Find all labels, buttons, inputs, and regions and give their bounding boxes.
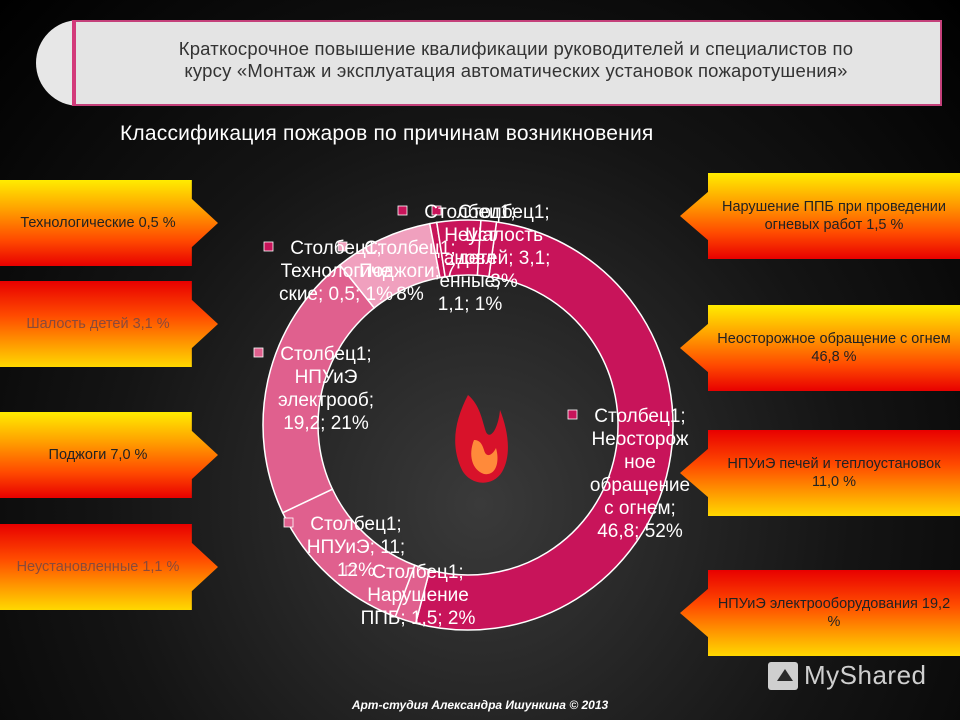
brand-name: MyShared [804, 660, 927, 690]
right-tag-label: НПУиЭ электрооборудования 19,2 % [717, 596, 951, 630]
legend-key-8 [397, 205, 408, 216]
legend-key-4 [253, 347, 264, 358]
legend-key-2 [345, 565, 356, 576]
slide-subtitle: Классификация пожаров по причинам возник… [120, 122, 654, 145]
right-tag-electrical: НПУиЭ электрооборудования 19,2 % [680, 570, 960, 656]
data-label-4: Столбец1; НПУиЭ электрооб; 19,2; 21% [278, 344, 374, 434]
header-line-2: курсу «Монтаж и эксплуатация автоматичес… [184, 60, 848, 81]
brand-logo: MyShared [768, 660, 927, 691]
data-label-7: Столбец1; Шалость детей; 3,1; 3% [458, 202, 551, 292]
legend-key-1 [567, 409, 578, 420]
right-tag-label: Неосторожное обращение с огнем 46,8 % [717, 331, 951, 365]
left-tag-children: Шалость детей 3,1 % [0, 281, 218, 367]
data-label-3: Столбец1; НПУиЭ; 11; 12% [307, 514, 405, 581]
right-tag-label: НПУиЭ печей и теплоустановок 11,0 % [727, 456, 941, 490]
data-label-6: Столбец1; Технологиче ские; 0,5; 1% [279, 238, 393, 305]
left-tag-technological: Технологические 0,5 % [0, 180, 218, 266]
header-panel [76, 20, 942, 106]
header-accent-bar [72, 20, 76, 106]
left-tag-label: Шалость детей 3,1 % [26, 316, 170, 332]
right-tag-furnaces: НПУиЭ печей и теплоустановок 11,0 % [680, 430, 960, 516]
slice-8 [476, 219, 498, 278]
header-title: Краткосрочное повышение квалификации рук… [96, 38, 936, 82]
left-tag-arson: Поджоги 7,0 % [0, 412, 218, 498]
header-banner: Краткосрочное повышение квалификации рук… [36, 20, 942, 106]
header-line-1: Краткосрочное повышение квалификации рук… [178, 38, 854, 59]
chart-slices [262, 219, 674, 631]
slice-1 [414, 221, 674, 631]
left-tag-label: Технологические 0,5 % [20, 215, 176, 231]
footer-credit: Арт-студия Александра Ишункина © 2013 [351, 698, 609, 712]
data-label-1: Столбец1; Неосторож ное обращение с огнем; 46… [590, 406, 690, 542]
legend-key-6 [263, 241, 274, 252]
legend-key-7 [431, 205, 442, 216]
right-tag-label: Нарушение ППБ при проведении огневых раб… [721, 199, 946, 233]
data-label-8: Столбец1; Неуст ановл енные; 1,1; 1% [424, 202, 515, 315]
right-tag-fire-works: Нарушение ППБ при проведении огневых раб… [680, 173, 960, 259]
legend-key-3 [283, 517, 294, 528]
left-tag-label: Поджоги 7,0 % [48, 447, 148, 463]
flame-icon [455, 395, 508, 483]
chart-labels: Столбец1; Неосторож ное обращение с огнем; 46… [253, 202, 690, 629]
legend-key-5 [337, 241, 348, 252]
myshared-logo-icon [768, 661, 798, 690]
right-tag-careless: Неосторожное обращение с огнем 46,8 % [680, 305, 960, 391]
data-label-2: Столбец1; Нарушение ППБ; 1,5; 2% [361, 562, 476, 629]
data-label-5: Столбец1; Поджоги; 7; 8% [359, 238, 461, 305]
left-tag-unknown: Неустановленные 1,1 % [0, 524, 218, 610]
left-tag-label: Неустановленные 1,1 % [16, 559, 180, 575]
